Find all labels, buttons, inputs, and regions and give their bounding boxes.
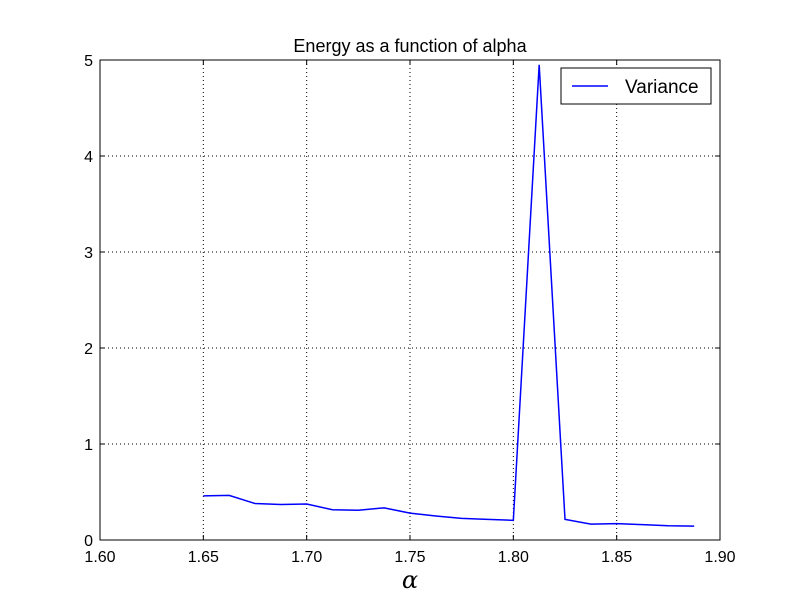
tick-marks [99,59,721,541]
x-tick-label: 1.60 [84,549,115,566]
y-tick-label: 5 [84,53,93,70]
y-tick-label: 2 [84,341,93,358]
series-lines [203,64,695,527]
y-tick-labels: 0 1 2 3 4 5 [84,53,93,550]
x-tick-label: 1.65 [188,549,219,566]
series-line-0 [203,64,695,527]
chart-title: Energy as a function of alpha [293,36,527,56]
x-tick-label: 1.75 [394,549,425,566]
y-tick-label: 3 [84,245,93,262]
x-tick-label: 1.80 [498,549,529,566]
x-tick-label: 1.70 [291,549,322,566]
y-tick-label: 0 [84,533,93,550]
y-tick-label: 4 [84,149,93,166]
legend-label: Variance [625,77,699,98]
x-axis-label: α [402,566,418,594]
x-tick-labels: 1.60 1.65 1.70 1.75 1.80 1.85 1.90 [84,549,735,566]
legend: Variance [560,67,712,105]
y-tick-label: 1 [84,437,93,454]
x-tick-label: 1.85 [601,549,632,566]
x-tick-label: 1.90 [704,549,735,566]
